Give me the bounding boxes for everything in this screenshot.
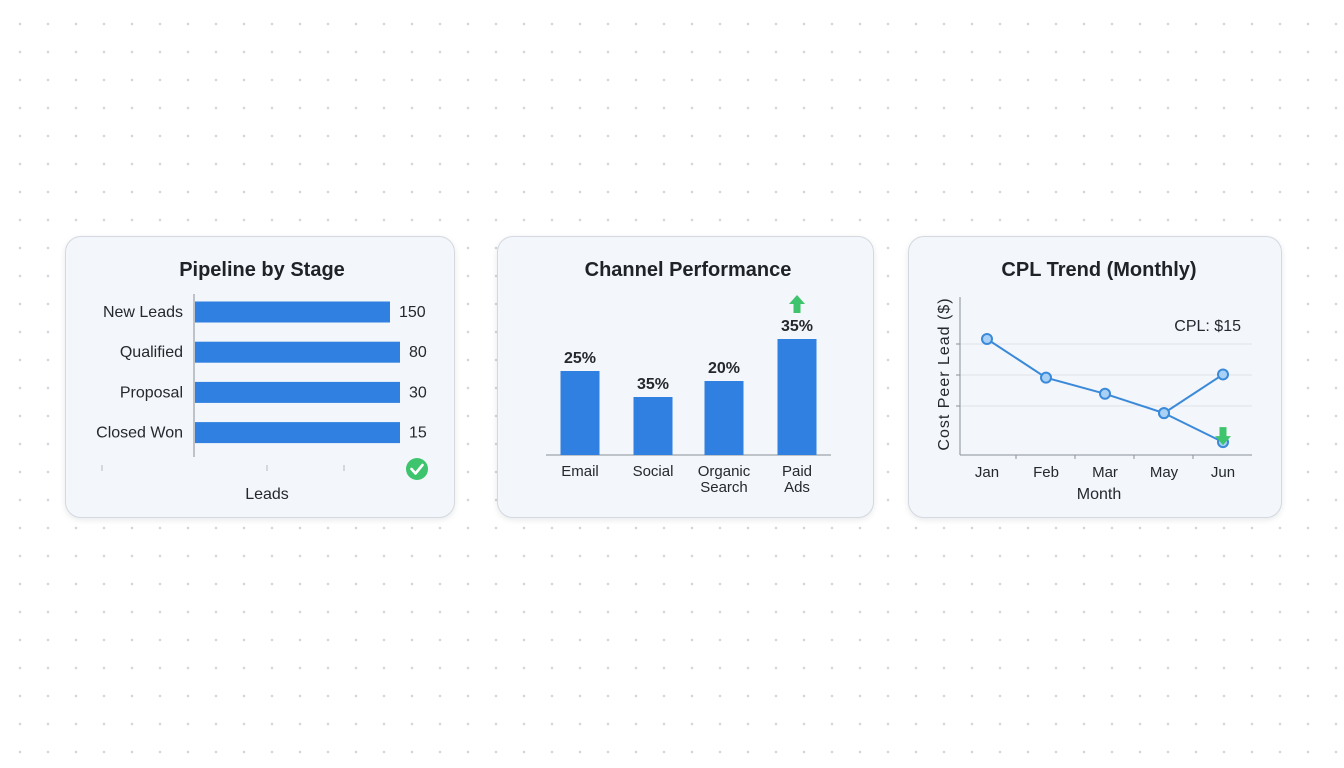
x-axis-label: Month [1077, 486, 1121, 503]
arrow-down-icon [1215, 427, 1231, 446]
bar-value-label: 80 [409, 344, 427, 361]
x-tick-label: Jan [975, 464, 999, 481]
bar [195, 422, 400, 444]
category-label: Paid [782, 463, 812, 480]
bar-value-label: 30 [409, 384, 427, 401]
data-point [1158, 407, 1170, 420]
bar [195, 301, 390, 323]
pipeline-by-stage-card: Pipeline by Stage New Leads 150 Qualified 80… [65, 236, 455, 518]
x-tick-label: Feb [1033, 464, 1059, 481]
x-axis-label: Leads [245, 486, 289, 503]
x-tick-label: Jun [1211, 464, 1235, 481]
y-axis-label: Cost Peer Lead ($) [936, 297, 953, 450]
x-tick-label: Mar [1092, 464, 1118, 481]
category-label: New Leads [103, 304, 183, 321]
data-point [1099, 387, 1111, 400]
cpl-annotation: CPL: $15 [1174, 318, 1241, 335]
bar [704, 381, 744, 455]
channel-chart: Channel Performance 25% Email 35% Social 20% O… [546, 259, 831, 496]
series-line [1163, 412, 1224, 444]
bar [777, 339, 817, 455]
category-label: Proposal [120, 384, 183, 401]
bar-value-label: 150 [399, 304, 426, 321]
category-label: Social [633, 463, 674, 480]
cpl-trend-card: CPL Trend (Monthly) Jan Feb Mar May Jun Month C… [908, 236, 1282, 518]
bar [195, 381, 400, 403]
bar-value-label: 15 [409, 425, 427, 442]
bar-value-label: 35% [781, 318, 813, 335]
pipeline-chart: Pipeline by Stage New Leads 150 Qualified 80… [96, 259, 428, 503]
category-label: Qualified [120, 344, 183, 361]
bar-value-label: 35% [637, 376, 669, 393]
category-label: Organic [698, 463, 751, 480]
bar-value-label: 20% [708, 360, 740, 377]
bar-value-label: 25% [564, 350, 596, 367]
arrow-up-icon [789, 295, 805, 313]
category-label: Email [561, 463, 599, 480]
data-point [1040, 371, 1052, 384]
chart-title: CPL Trend (Monthly) [1001, 259, 1196, 281]
category-label: Search [700, 479, 748, 496]
chart-title: Pipeline by Stage [179, 259, 345, 281]
bar [633, 397, 673, 455]
check-circle-bg [406, 458, 428, 480]
cpl-chart: CPL Trend (Monthly) Jan Feb Mar May Jun Month C… [936, 259, 1252, 503]
category-label: Ads [784, 479, 810, 496]
series-line [986, 338, 1224, 415]
x-tick-label: May [1150, 464, 1179, 481]
chart-title: Channel Performance [585, 259, 792, 281]
category-label: Closed Won [96, 425, 183, 442]
check-mark [410, 463, 424, 475]
data-point [1217, 368, 1229, 381]
channel-performance-card: Channel Performance 25% Email 35% Social 20% O… [497, 236, 874, 518]
check-circle-icon [406, 458, 428, 480]
data-point [981, 333, 993, 345]
bar [195, 341, 400, 363]
bar [560, 371, 600, 455]
